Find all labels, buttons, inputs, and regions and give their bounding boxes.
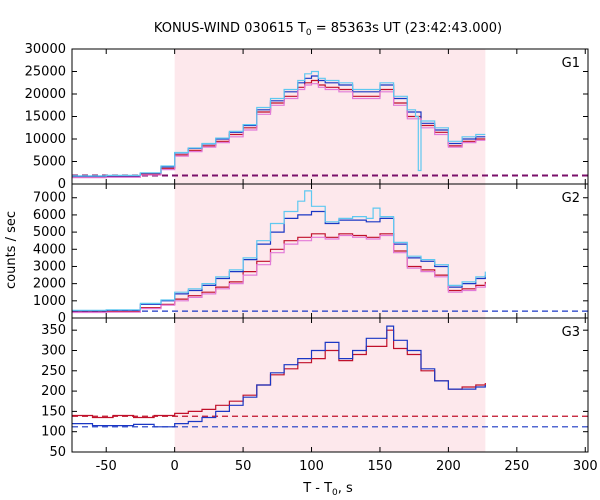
y-tick-label: 5000 <box>33 155 66 170</box>
y-tick-label: 4000 <box>33 242 66 257</box>
series-line-light_blue <box>72 190 486 311</box>
y-tick-label: 2000 <box>33 277 66 292</box>
series-line-blue <box>72 325 486 428</box>
y-tick-label: 7000 <box>33 191 66 206</box>
y-tick-label: 100 <box>41 425 66 440</box>
y-tick-label: 0 <box>58 311 66 326</box>
panel-g1: 0 5000 10000 15000 20000 25000 30000 G1 <box>25 42 589 192</box>
x-tick-label: 150 <box>368 459 393 474</box>
y-tick-label: 150 <box>41 404 66 419</box>
series-line-pink <box>72 234 486 314</box>
shaded-interval <box>174 318 486 452</box>
panel-frame <box>71 317 589 453</box>
series-line-red <box>72 329 486 419</box>
y-tick-label: 0 <box>58 177 66 192</box>
y-axis-title: counts / sec <box>4 211 19 289</box>
panel-label: G3 <box>562 325 580 340</box>
x-axis-title: T - T0, s <box>302 481 353 498</box>
x-tick-label: 300 <box>573 459 598 474</box>
y-tick-label: 20000 <box>25 87 66 102</box>
x-tick-label: 200 <box>436 459 461 474</box>
y-tick-label: 15000 <box>25 110 66 125</box>
y-tick-label: 25000 <box>25 65 66 80</box>
y-tick-label: 200 <box>41 384 66 399</box>
panel-label: G2 <box>562 191 580 206</box>
y-tick-label: 350 <box>41 323 66 338</box>
x-tick-label: 0 <box>171 459 179 474</box>
x-tick-label: -50 <box>96 459 117 474</box>
panel-g3: 50 100 150 200 250 300 350 G3 <box>41 317 589 460</box>
y-tick-label: 300 <box>41 343 66 358</box>
y-tick-label: 10000 <box>25 132 66 147</box>
panel-g2: 0 1000 2000 3000 4000 5000 6000 7000 G2 <box>33 183 589 326</box>
shaded-interval <box>174 49 486 184</box>
y-tick-label: 3000 <box>33 259 66 274</box>
y-tick-label: 1000 <box>33 294 66 309</box>
y-tick-label: 250 <box>41 364 66 379</box>
y-tick-label: 6000 <box>33 208 66 223</box>
y-tick-label: 50 <box>49 445 66 460</box>
panel-label: G1 <box>562 56 580 71</box>
y-tick-label: 30000 <box>25 42 66 57</box>
series-line-light_blue <box>72 70 486 177</box>
x-tick-label: 250 <box>504 459 529 474</box>
chart-title: KONUS-WIND 030615 T0 = 85363s UT (23:42:… <box>154 21 502 38</box>
x-tick-label: 50 <box>235 459 252 474</box>
shaded-interval <box>174 184 486 318</box>
y-tick-label: 5000 <box>33 225 66 240</box>
x-tick-label: 100 <box>299 459 324 474</box>
